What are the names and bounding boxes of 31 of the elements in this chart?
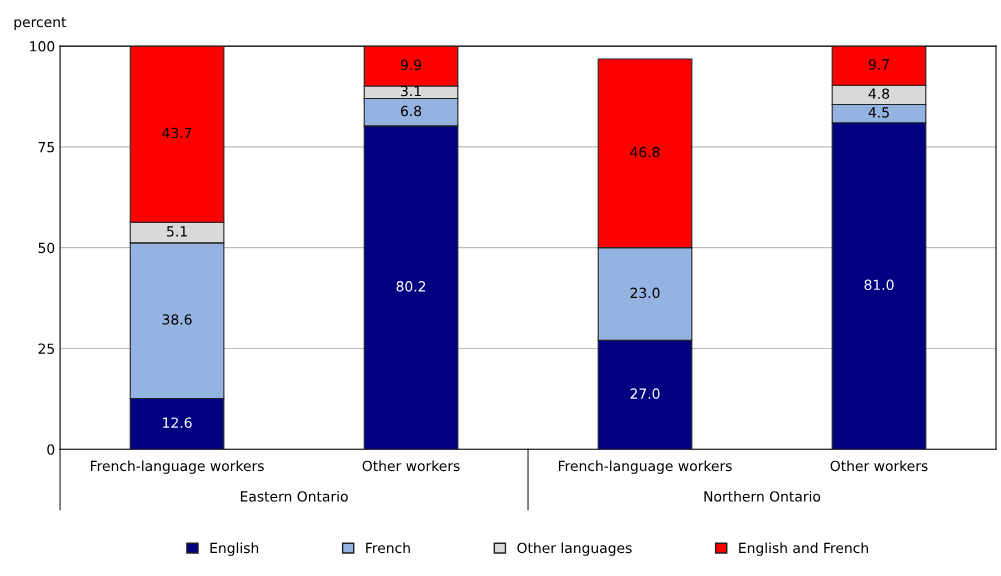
data-label: 6.8 [400,105,422,117]
x-tick-label: Other workers [830,460,928,472]
y-axis-title: percent [14,17,67,30]
y-tick-label: 100 [30,41,55,52]
x-tick-label: Other workers [362,460,460,472]
legend-label: English [210,542,259,556]
y-tick-label: 25 [38,343,54,354]
y-tick-label: 0 [47,444,55,455]
x-tick-label: French-language workers [90,460,264,474]
data-label: 9.7 [868,59,889,70]
text: Northern Ontario [704,490,821,502]
data-label: 9.9 [400,59,422,71]
legend-label: French [366,542,410,554]
data-label: 23.0 [630,287,660,299]
data-label: 3.1 [401,85,421,97]
text: Eastern Ontario [240,490,348,502]
data-label: 38.6 [162,314,192,325]
y-tick-label: 50 [38,242,55,254]
data-label: 81.0 [864,279,894,291]
data-label: 46.8 [630,146,660,158]
data-label: 12.6 [163,417,192,428]
x-tick-label: French-language workers [558,460,732,474]
data-label: 4.5 [868,107,889,118]
data-label: 4.8 [868,88,890,99]
data-label: 80.2 [396,281,426,292]
legend-label: English and French [739,542,868,556]
data-label: 5.1 [167,226,187,237]
legend-label: Other languages [517,542,632,556]
y-tick-label: 75 [38,142,54,153]
data-label: 27.0 [630,388,660,399]
data-label: 43.7 [162,127,192,139]
